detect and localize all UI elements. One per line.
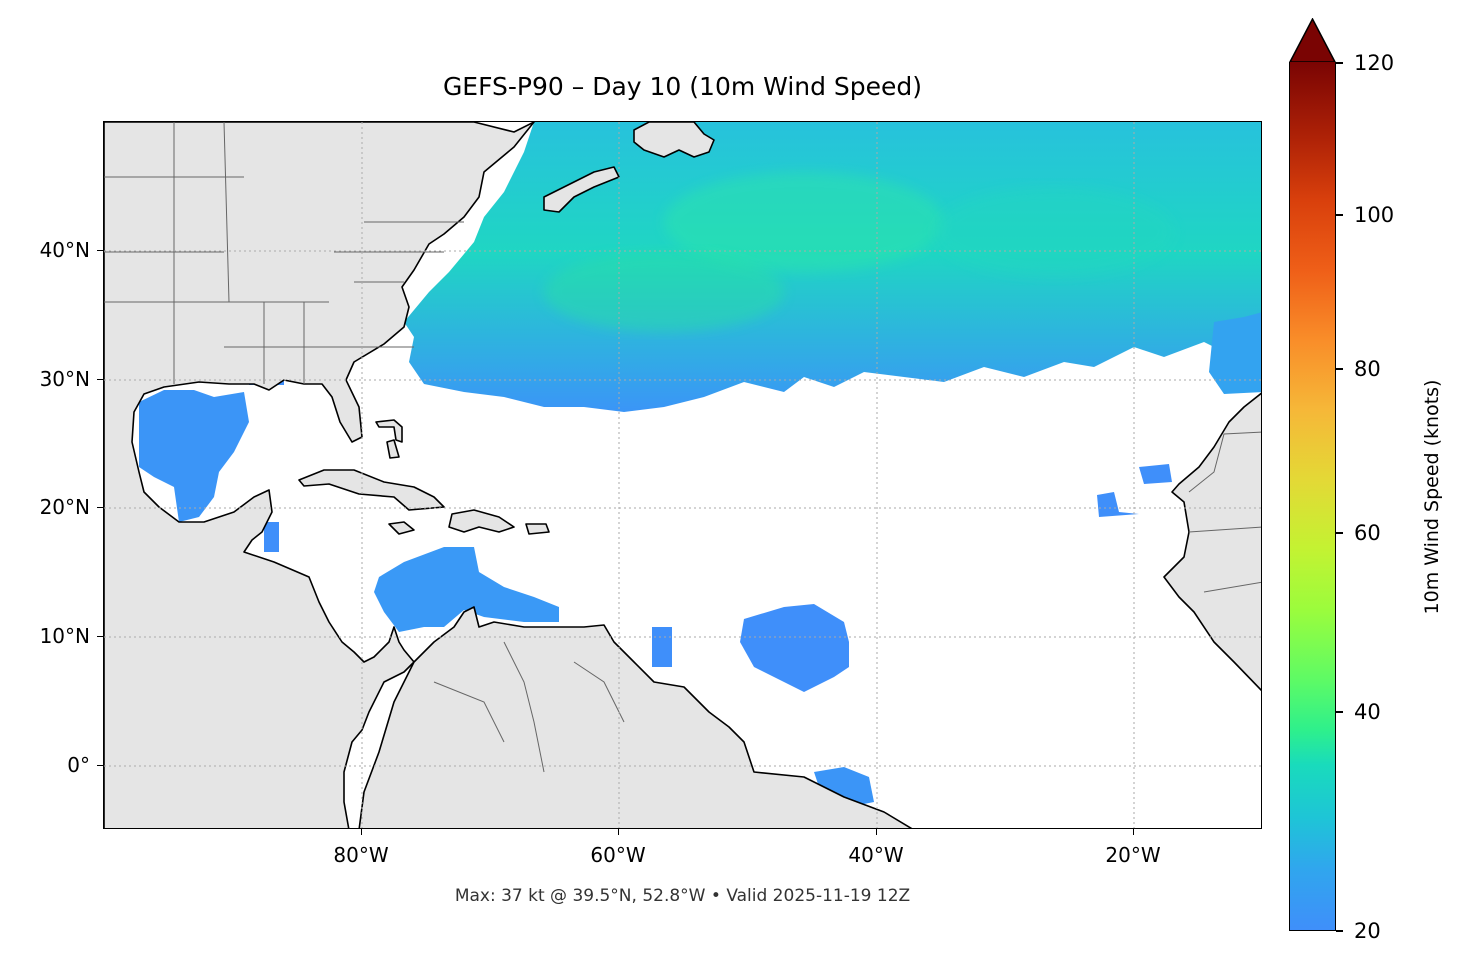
colorbar-extend-arrow [1289, 18, 1336, 63]
y-tick [97, 636, 103, 637]
map-title: GEFS-P90 – Day 10 (10m Wind Speed) [442, 72, 923, 101]
colorbar-tick-label: 40 [1354, 700, 1381, 724]
colorbar-tick [1336, 930, 1343, 932]
y-tick-label-20n: 20°N [39, 495, 90, 519]
x-tick [618, 829, 619, 835]
map-plot-area [103, 121, 1262, 829]
x-tick-label-60w: 60°W [590, 843, 646, 867]
x-tick-label-20w: 20°W [1105, 843, 1161, 867]
y-tick-label-10n: 10°N [39, 624, 90, 648]
colorbar-tick [1336, 711, 1343, 713]
colorbar-tick-label: 60 [1354, 521, 1381, 545]
colorbar-tick [1336, 214, 1343, 216]
y-tick [97, 250, 103, 251]
colorbar-tick-label: 80 [1354, 357, 1381, 381]
max-value-footer: Max: 37 kt @ 39.5°N, 52.8°W • Valid 2025… [454, 886, 911, 906]
colorbar-tick-label: 120 [1354, 51, 1395, 75]
colorbar-tick [1336, 368, 1343, 370]
x-tick-label-80w: 80°W [333, 843, 389, 867]
colorbar [1289, 62, 1336, 931]
colorbar-tick-label: 100 [1354, 203, 1395, 227]
y-tick-label-0: 0° [67, 753, 90, 777]
y-tick [97, 765, 103, 766]
x-tick [361, 829, 362, 835]
state-country-borders [104, 122, 1261, 773]
colorbar-tick-label: 20 [1354, 919, 1381, 943]
y-tick [97, 379, 103, 380]
gridlines [104, 122, 1261, 828]
y-tick-label-30n: 30°N [39, 367, 90, 391]
colorbar-tick [1336, 532, 1343, 534]
colorbar-label: 10m Wind Speed (knots) [1421, 379, 1443, 615]
y-tick-label-40n: 40°N [39, 238, 90, 262]
y-tick [97, 507, 103, 508]
x-tick [876, 829, 877, 835]
x-tick-label-40w: 40°W [848, 843, 904, 867]
map-canvas [104, 122, 1261, 828]
colorbar-tick [1336, 62, 1343, 64]
x-tick [1133, 829, 1134, 835]
